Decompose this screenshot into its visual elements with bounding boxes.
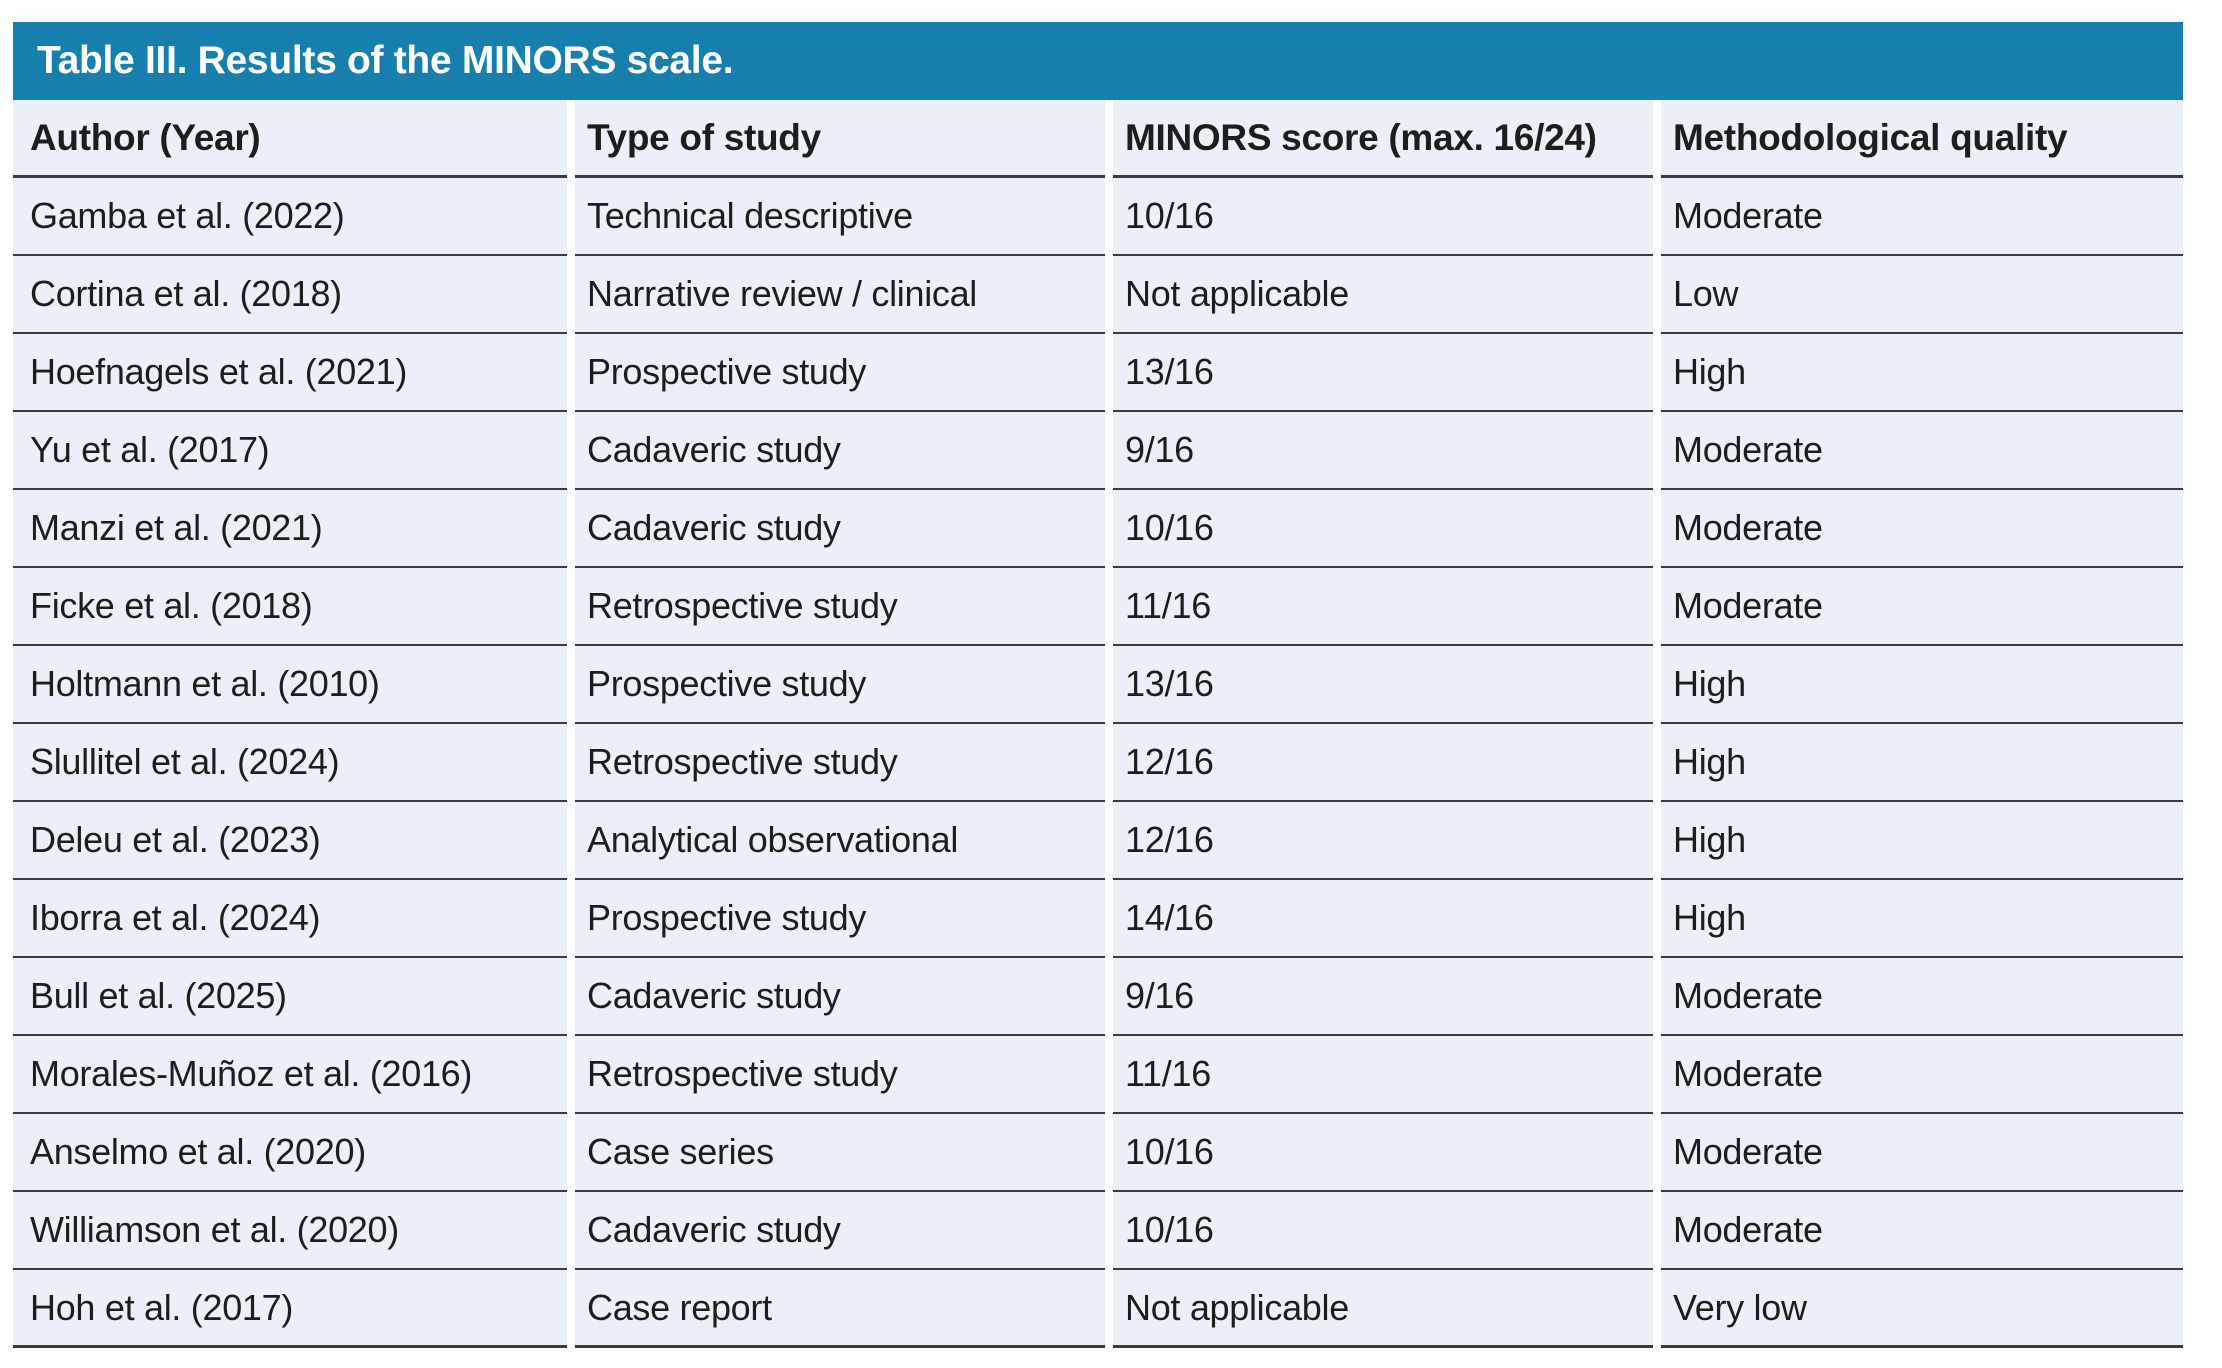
table-cell: High	[1661, 802, 2183, 880]
table-cell: Very low	[1661, 1270, 2183, 1348]
table-cell: Moderate	[1661, 1192, 2183, 1270]
table-cell: Retrospective study	[575, 724, 1105, 802]
table-cell: 10/16	[1113, 490, 1653, 568]
table-cell: Holtmann et al. (2010)	[13, 646, 567, 724]
table-cell: Iborra et al. (2024)	[13, 880, 567, 958]
table-cell: Williamson et al. (2020)	[13, 1192, 567, 1270]
table-row: Ficke et al. (2018) Retrospective study 11…	[13, 568, 2183, 646]
table-cell: 14/16	[1113, 880, 1653, 958]
table-cell: Cadaveric study	[575, 958, 1105, 1036]
table-cell: Prospective study	[575, 646, 1105, 724]
table-cell: Analytical observational	[575, 802, 1105, 880]
table-cell: Bull et al. (2025)	[13, 958, 567, 1036]
table-cell: 10/16	[1113, 1192, 1653, 1270]
table-cell: Cadaveric study	[575, 412, 1105, 490]
table-row: Hoefnagels et al. (2021) Prospective stud…	[13, 334, 2183, 412]
column-header-3: MINORS score (max. 16/24)	[1113, 100, 1653, 178]
table-cell: Low	[1661, 256, 2183, 334]
table-cell: Narrative review / clinical	[575, 256, 1105, 334]
table-cell: Anselmo et al. (2020)	[13, 1114, 567, 1192]
table-title: Table III. Results of the MINORS scale.	[37, 39, 734, 82]
column-header-1: Author (Year)	[13, 100, 567, 178]
table-cell: Slullitel et al. (2024)	[13, 724, 567, 802]
table-cell: Prospective study	[575, 334, 1105, 412]
table-title-bar: Table III. Results of the MINORS scale.	[13, 22, 2183, 100]
table-cell: Not applicable	[1113, 256, 1653, 334]
column-header-2: Type of study	[575, 100, 1105, 178]
table-cell: Moderate	[1661, 958, 2183, 1036]
table-cell: 10/16	[1113, 178, 1653, 256]
table-cell: High	[1661, 646, 2183, 724]
table-row: Bull et al. (2025) Cadaveric study 9/16 Mod…	[13, 958, 2183, 1036]
table-cell: Hoefnagels et al. (2021)	[13, 334, 567, 412]
table-cell: 13/16	[1113, 334, 1653, 412]
table-cell: Retrospective study	[575, 1036, 1105, 1114]
table-cell: Morales-Muñoz et al. (2016)	[13, 1036, 567, 1114]
table-row: Deleu et al. (2023) Analytical observatio…	[13, 802, 2183, 880]
table-cell: Moderate	[1661, 490, 2183, 568]
header-row: Author (Year) Type of study MINORS score (…	[13, 100, 2183, 178]
table-cell: Cadaveric study	[575, 1192, 1105, 1270]
table-cell: 9/16	[1113, 958, 1653, 1036]
results-table: Author (Year) Type of study MINORS score (…	[13, 100, 2183, 1348]
table-cell: Moderate	[1661, 412, 2183, 490]
table-cell: 11/16	[1113, 568, 1653, 646]
table-cell: Not applicable	[1113, 1270, 1653, 1348]
table-row: Anselmo et al. (2020) Case series 10/16 Mod…	[13, 1114, 2183, 1192]
table-cell: Prospective study	[575, 880, 1105, 958]
table-cell: Cadaveric study	[575, 490, 1105, 568]
table-cell: Gamba et al. (2022)	[13, 178, 567, 256]
table-cell: Case series	[575, 1114, 1105, 1192]
table-row: Slullitel et al. (2024) Retrospective stu…	[13, 724, 2183, 802]
table-row: Cortina et al. (2018) Narrative review / …	[13, 256, 2183, 334]
minors-results-table-card: Table III. Results of the MINORS scale. …	[13, 22, 2183, 1348]
column-header-4: Methodological quality	[1661, 100, 2183, 178]
table-cell: High	[1661, 724, 2183, 802]
table-cell: Moderate	[1661, 568, 2183, 646]
table-cell: Yu et al. (2017)	[13, 412, 567, 490]
table-cell: Case report	[575, 1270, 1105, 1348]
table-row: Gamba et al. (2022) Technical descriptive…	[13, 178, 2183, 256]
table-cell: Technical descriptive	[575, 178, 1105, 256]
table-cell: Ficke et al. (2018)	[13, 568, 567, 646]
table-cell: 10/16	[1113, 1114, 1653, 1192]
table-cell: 12/16	[1113, 724, 1653, 802]
table-cell: Moderate	[1661, 1114, 2183, 1192]
table-cell: High	[1661, 880, 2183, 958]
table-row: Yu et al. (2017) Cadaveric study 9/16 Moder…	[13, 412, 2183, 490]
table-row: Hoh et al. (2017) Case report Not applicab…	[13, 1270, 2183, 1348]
table-row: Manzi et al. (2021) Cadaveric study 10/16 M…	[13, 490, 2183, 568]
table-cell: Deleu et al. (2023)	[13, 802, 567, 880]
table-cell: Moderate	[1661, 1036, 2183, 1114]
table-body-wrap: Author (Year) Type of study MINORS score (…	[13, 100, 2183, 1348]
table-row: Williamson et al. (2020) Cadaveric study 1…	[13, 1192, 2183, 1270]
table-cell: Retrospective study	[575, 568, 1105, 646]
table-cell: Manzi et al. (2021)	[13, 490, 567, 568]
table-cell: 9/16	[1113, 412, 1653, 490]
table-row: Holtmann et al. (2010) Prospective study 1…	[13, 646, 2183, 724]
table-row: Morales-Muñoz et al. (2016) Retrospective…	[13, 1036, 2183, 1114]
table-cell: 11/16	[1113, 1036, 1653, 1114]
table-cell: 13/16	[1113, 646, 1653, 724]
table-cell: High	[1661, 334, 2183, 412]
table-cell: Moderate	[1661, 178, 2183, 256]
table-row: Iborra et al. (2024) Prospective study 14/…	[13, 880, 2183, 958]
table-cell: Cortina et al. (2018)	[13, 256, 567, 334]
table-cell: 12/16	[1113, 802, 1653, 880]
table-cell: Hoh et al. (2017)	[13, 1270, 567, 1348]
